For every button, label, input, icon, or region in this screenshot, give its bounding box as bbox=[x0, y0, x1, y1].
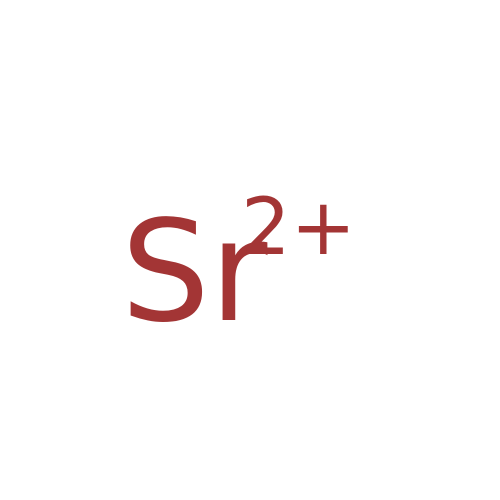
element-symbol: Sr bbox=[121, 191, 268, 354]
ion-charge: 2+ bbox=[241, 183, 356, 273]
